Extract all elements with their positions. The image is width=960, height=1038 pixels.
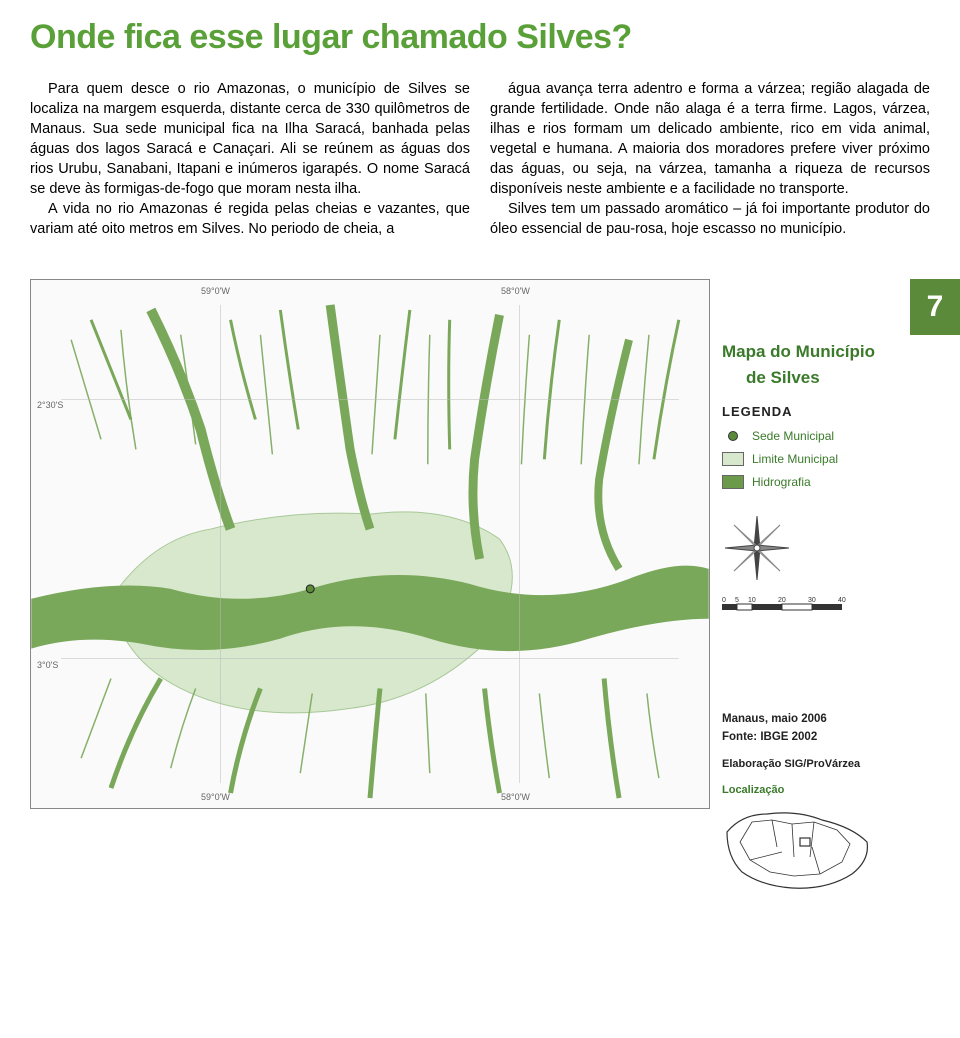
elaboration: Elaboração SIG/ProVárzea <box>722 758 930 770</box>
legend-label: Sede Municipal <box>752 425 834 448</box>
column-right: água avança terra adentro e forma a várz… <box>490 79 930 239</box>
coord-label: 58°0'W <box>501 792 530 802</box>
coord-label: 3°0'S <box>37 660 58 670</box>
page-title: Onde fica esse lugar chamado Silves? <box>30 18 930 57</box>
map-svg <box>31 280 709 808</box>
paragraph: A vida no rio Amazonas é regida pelas ch… <box>30 199 470 239</box>
credits: Manaus, maio 2006 Fonte: IBGE 2002 <box>722 711 930 746</box>
compass-icon <box>722 513 792 583</box>
coord-label: 58°0'W <box>501 286 530 296</box>
swatch-icon <box>722 475 744 489</box>
dot-icon <box>728 431 738 441</box>
coord-label: 59°0'W <box>201 792 230 802</box>
svg-text:0: 0 <box>722 597 726 604</box>
paragraph: água avança terra adentro e forma a várz… <box>490 79 930 199</box>
paragraph: Silves tem um passado aromático – já foi… <box>490 199 930 239</box>
paragraph: Para quem desce o rio Amazonas, o municí… <box>30 79 470 199</box>
text-columns: Para quem desce o rio Amazonas, o municí… <box>30 79 930 239</box>
svg-text:40: 40 <box>838 597 846 604</box>
map-title: Mapa do Município de Silves <box>722 339 930 390</box>
credits-line: Fonte: IBGE 2002 <box>722 729 930 746</box>
swatch-icon <box>722 452 744 466</box>
coord-label: 2°30'S <box>37 400 63 410</box>
map-title-line: de Silves <box>722 365 930 391</box>
legend-item-hidro: Hidrografia <box>722 471 930 494</box>
svg-text:10: 10 <box>748 597 756 604</box>
legend-item-sede: Sede Municipal <box>722 425 930 448</box>
column-left: Para quem desce o rio Amazonas, o municí… <box>30 79 470 239</box>
svg-text:5: 5 <box>735 597 739 604</box>
legend-label: Hidrografia <box>752 471 811 494</box>
legend-title: LEGENDA <box>722 404 930 419</box>
map-figure: 59°0'W 58°0'W 2°30'S 3°0'S 59°0'W 58°0'W <box>30 279 710 809</box>
scale-bar: 0 5 10 20 30 40 <box>722 596 872 616</box>
legend-label: Limite Municipal <box>752 448 838 471</box>
legend-item-limite: Limite Municipal <box>722 448 930 471</box>
svg-text:30: 30 <box>808 597 816 604</box>
page-number-tab: 7 <box>910 279 960 335</box>
mini-map <box>722 802 872 897</box>
credits-line: Manaus, maio 2006 <box>722 711 930 728</box>
coord-label: 59°0'W <box>201 286 230 296</box>
svg-text:20: 20 <box>778 597 786 604</box>
map-title-line: Mapa do Município <box>722 339 930 365</box>
localization-label: Localização <box>722 784 930 796</box>
legend-list: Sede Municipal Limite Municipal Hidrogra… <box>722 425 930 493</box>
